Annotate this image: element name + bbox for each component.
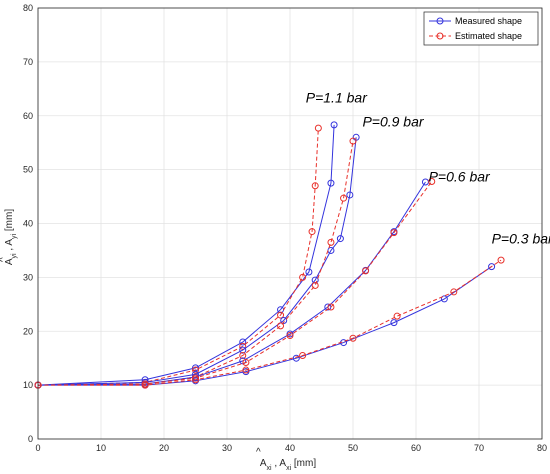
legend-estimated-marker	[436, 32, 444, 40]
y-tick-label: 80	[23, 3, 33, 13]
estimated-point	[393, 312, 401, 320]
legend-box	[423, 11, 539, 46]
measured-point	[239, 338, 247, 346]
measured-line	[37, 124, 335, 386]
legend: Measured shape Estimated shape	[423, 11, 539, 46]
estimated-series-p0-3	[34, 256, 505, 389]
measured-point	[327, 179, 335, 187]
measured-point	[311, 276, 319, 284]
y-tick-label: 0	[28, 434, 33, 444]
pressure-label: P=0.9 bar	[362, 114, 424, 130]
estimated-line	[37, 128, 319, 386]
estimated-point	[286, 332, 294, 340]
tick-labels: 0 10 20 30 40 50 60 70 80 0 10 20 30 40 50 60 70 80	[23, 3, 547, 453]
series-layer	[34, 121, 505, 389]
measured-point	[488, 263, 496, 271]
y-tick-label: 10	[23, 380, 33, 390]
measured-line	[38, 266, 492, 386]
y-tick-label: 20	[23, 326, 33, 336]
y-tick-label: 70	[23, 57, 33, 67]
measured-point	[346, 191, 354, 199]
grid-lines	[37, 7, 543, 440]
legend-estimated-label: Estimated shape	[455, 31, 522, 41]
pressure-label: P=0.6 bar	[429, 168, 491, 184]
estimated-point	[340, 194, 348, 202]
measured-point	[292, 354, 300, 362]
estimated-point	[239, 342, 247, 350]
measured-series-p0-6	[34, 178, 429, 389]
estimated-series-p0-6	[34, 177, 436, 389]
estimated-point	[299, 351, 307, 359]
estimated-point	[450, 288, 458, 296]
y-tick-label: 50	[23, 165, 33, 175]
measured-point	[305, 268, 313, 276]
estimated-point	[311, 182, 319, 190]
y-tick-label: 40	[23, 219, 33, 229]
x-tick-label: 50	[348, 443, 358, 453]
x-tick-label: 20	[159, 443, 169, 453]
y-axis-hat: ^	[0, 257, 9, 262]
estimated-point	[314, 124, 322, 132]
estimated-series-p0-9	[34, 137, 357, 389]
measured-point	[239, 346, 247, 354]
estimated-point	[242, 358, 250, 366]
measured-point	[440, 295, 448, 303]
x-tick-label: 40	[285, 443, 295, 453]
estimated-series-p1-1	[34, 124, 322, 389]
measured-series-p0-3	[34, 263, 496, 389]
estimated-line	[37, 181, 433, 386]
measured-point	[330, 121, 338, 129]
y-tick-label: 30	[23, 272, 33, 282]
measured-point	[280, 316, 288, 324]
pressure-label: P=1.1 bar	[306, 89, 368, 105]
measured-point	[336, 235, 344, 243]
estimated-point	[299, 273, 307, 281]
x-axis-hat: ^	[256, 447, 261, 458]
measured-series-p0-9	[34, 133, 360, 389]
x-tick-label: 0	[35, 443, 40, 453]
estimated-point	[311, 281, 319, 289]
estimated-point	[242, 366, 250, 374]
x-tick-label: 80	[537, 443, 547, 453]
x-tick-label: 30	[222, 443, 232, 453]
estimated-point	[141, 381, 149, 389]
pressure-annotations: P=1.1 bar P=0.9 bar P=0.6 bar P=0.3 bar	[306, 89, 550, 246]
estimated-point	[349, 137, 357, 145]
estimated-point	[327, 303, 335, 311]
estimated-point	[192, 376, 199, 384]
estimated-point	[390, 229, 398, 237]
estimated-point	[362, 267, 370, 275]
legend-measured-label: Measured shape	[455, 16, 522, 26]
x-tick-label: 60	[411, 443, 421, 453]
estimated-line	[38, 259, 502, 386]
x-tick-label: 70	[474, 443, 484, 453]
estimated-point	[428, 177, 436, 185]
estimated-point	[239, 351, 247, 359]
measured-line	[37, 137, 357, 386]
estimated-point	[308, 228, 316, 236]
x-axis-label: Axi , Axi [mm]	[260, 458, 316, 472]
measured-line	[37, 181, 426, 386]
estimated-point	[277, 322, 285, 330]
x-tick-label: 10	[96, 443, 106, 453]
y-axis-label: Ayi , Ayi [mm]	[4, 209, 18, 265]
estimated-point	[497, 256, 505, 264]
y-tick-label: 60	[23, 111, 33, 121]
axes-box	[37, 7, 543, 440]
estimated-point	[327, 238, 335, 246]
pressure-label: P=0.3 bar	[492, 230, 550, 246]
measured-point	[390, 319, 398, 327]
estimated-point	[349, 334, 357, 342]
legend-measured-marker	[436, 17, 444, 25]
estimated-point	[277, 311, 285, 319]
estimated-point	[192, 366, 199, 374]
measured-series-p1-1	[34, 121, 338, 389]
